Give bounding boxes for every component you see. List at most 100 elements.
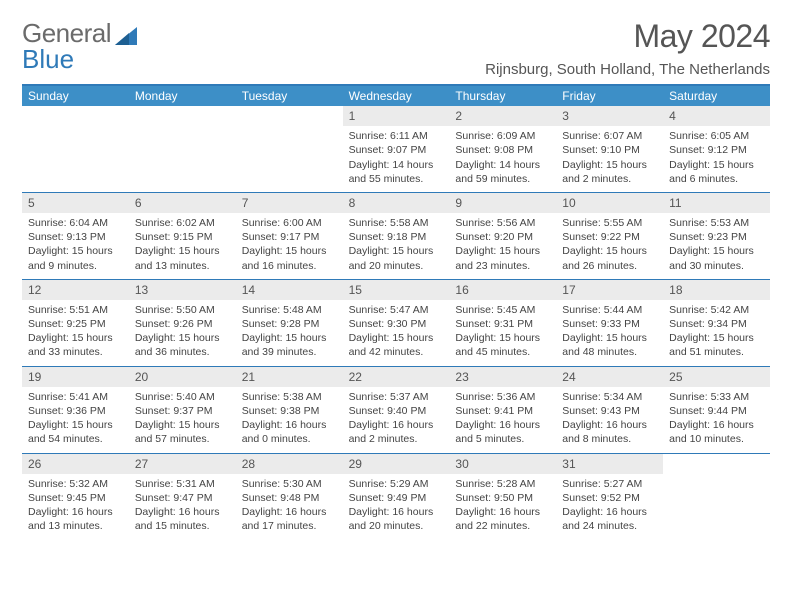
calendar-cell: 5Sunrise: 6:04 AMSunset: 9:13 PMDaylight…: [22, 193, 129, 279]
day-number: 13: [135, 283, 148, 297]
day-number-bar: 23: [449, 367, 556, 387]
day-number-bar: 6: [129, 193, 236, 213]
calendar-week: 1Sunrise: 6:11 AMSunset: 9:07 PMDaylight…: [22, 106, 770, 193]
sunrise-text: Sunrise: 5:47 AM: [349, 303, 444, 317]
day-number-bar: 21: [236, 367, 343, 387]
day-number-bar: 16: [449, 280, 556, 300]
calendar-cell: 15Sunrise: 5:47 AMSunset: 9:30 PMDayligh…: [343, 280, 450, 366]
day-number-bar: 18: [663, 280, 770, 300]
sunrise-text: Sunrise: 5:55 AM: [562, 216, 657, 230]
sunset-text: Sunset: 9:34 PM: [669, 317, 764, 331]
day-of-week-row: Sunday Monday Tuesday Wednesday Thursday…: [22, 86, 770, 106]
sunrise-text: Sunrise: 5:28 AM: [455, 477, 550, 491]
sunset-text: Sunset: 9:12 PM: [669, 143, 764, 157]
sunset-text: Sunset: 9:47 PM: [135, 491, 230, 505]
sunrise-text: Sunrise: 5:29 AM: [349, 477, 444, 491]
daylight-text: Daylight: 15 hours and 16 minutes.: [242, 244, 337, 272]
day-number: 18: [669, 283, 682, 297]
calendar: Sunday Monday Tuesday Wednesday Thursday…: [22, 84, 770, 539]
day-number-bar: 12: [22, 280, 129, 300]
day-number-bar: 13: [129, 280, 236, 300]
daylight-text: Daylight: 16 hours and 24 minutes.: [562, 505, 657, 533]
sunrise-text: Sunrise: 6:02 AM: [135, 216, 230, 230]
day-number: 8: [349, 196, 356, 210]
daylight-text: Daylight: 16 hours and 2 minutes.: [349, 418, 444, 446]
sunset-text: Sunset: 9:10 PM: [562, 143, 657, 157]
daylight-text: Daylight: 15 hours and 33 minutes.: [28, 331, 123, 359]
day-number: 23: [455, 370, 468, 384]
day-number-bar: 31: [556, 454, 663, 474]
day-number-bar: 11: [663, 193, 770, 213]
day-number: 31: [562, 457, 575, 471]
day-number: 21: [242, 370, 255, 384]
day-number: 6: [135, 196, 142, 210]
calendar-cell: [663, 454, 770, 540]
sunrise-text: Sunrise: 5:51 AM: [28, 303, 123, 317]
sunset-text: Sunset: 9:52 PM: [562, 491, 657, 505]
day-number-bar: 7: [236, 193, 343, 213]
day-number-bar: 10: [556, 193, 663, 213]
sunrise-text: Sunrise: 5:42 AM: [669, 303, 764, 317]
sunrise-text: Sunrise: 5:45 AM: [455, 303, 550, 317]
calendar-cell: 19Sunrise: 5:41 AMSunset: 9:36 PMDayligh…: [22, 367, 129, 453]
calendar-cell: 16Sunrise: 5:45 AMSunset: 9:31 PMDayligh…: [449, 280, 556, 366]
calendar-cell: [236, 106, 343, 192]
day-number-bar: 19: [22, 367, 129, 387]
day-number-bar: 22: [343, 367, 450, 387]
sunset-text: Sunset: 9:40 PM: [349, 404, 444, 418]
daylight-text: Daylight: 15 hours and 26 minutes.: [562, 244, 657, 272]
sunset-text: Sunset: 9:44 PM: [669, 404, 764, 418]
sunrise-text: Sunrise: 6:00 AM: [242, 216, 337, 230]
dow-monday: Monday: [129, 86, 236, 106]
daylight-text: Daylight: 15 hours and 51 minutes.: [669, 331, 764, 359]
sunrise-text: Sunrise: 5:38 AM: [242, 390, 337, 404]
sunrise-text: Sunrise: 5:40 AM: [135, 390, 230, 404]
dow-sunday: Sunday: [22, 86, 129, 106]
sunset-text: Sunset: 9:08 PM: [455, 143, 550, 157]
day-number: 22: [349, 370, 362, 384]
day-number: 14: [242, 283, 255, 297]
calendar-body: 1Sunrise: 6:11 AMSunset: 9:07 PMDaylight…: [22, 106, 770, 539]
day-number-bar: 27: [129, 454, 236, 474]
sunrise-text: Sunrise: 5:37 AM: [349, 390, 444, 404]
dow-thursday: Thursday: [449, 86, 556, 106]
sunset-text: Sunset: 9:18 PM: [349, 230, 444, 244]
calendar-cell: 20Sunrise: 5:40 AMSunset: 9:37 PMDayligh…: [129, 367, 236, 453]
daylight-text: Daylight: 15 hours and 23 minutes.: [455, 244, 550, 272]
sunset-text: Sunset: 9:20 PM: [455, 230, 550, 244]
day-number-bar: 1: [343, 106, 450, 126]
calendar-cell: 10Sunrise: 5:55 AMSunset: 9:22 PMDayligh…: [556, 193, 663, 279]
daylight-text: Daylight: 15 hours and 45 minutes.: [455, 331, 550, 359]
daylight-text: Daylight: 16 hours and 13 minutes.: [28, 505, 123, 533]
calendar-cell: 13Sunrise: 5:50 AMSunset: 9:26 PMDayligh…: [129, 280, 236, 366]
day-number-bar: 4: [663, 106, 770, 126]
day-number-bar: 30: [449, 454, 556, 474]
calendar-cell: 27Sunrise: 5:31 AMSunset: 9:47 PMDayligh…: [129, 454, 236, 540]
day-number-bar: 17: [556, 280, 663, 300]
sunrise-text: Sunrise: 5:48 AM: [242, 303, 337, 317]
calendar-cell: 8Sunrise: 5:58 AMSunset: 9:18 PMDaylight…: [343, 193, 450, 279]
sunset-text: Sunset: 9:25 PM: [28, 317, 123, 331]
sunrise-text: Sunrise: 6:05 AM: [669, 129, 764, 143]
sunrise-text: Sunrise: 5:53 AM: [669, 216, 764, 230]
dow-tuesday: Tuesday: [236, 86, 343, 106]
calendar-cell: 17Sunrise: 5:44 AMSunset: 9:33 PMDayligh…: [556, 280, 663, 366]
sunset-text: Sunset: 9:50 PM: [455, 491, 550, 505]
calendar-week: 5Sunrise: 6:04 AMSunset: 9:13 PMDaylight…: [22, 193, 770, 280]
calendar-cell: 23Sunrise: 5:36 AMSunset: 9:41 PMDayligh…: [449, 367, 556, 453]
day-number: 3: [562, 109, 569, 123]
day-number: 28: [242, 457, 255, 471]
sunset-text: Sunset: 9:13 PM: [28, 230, 123, 244]
daylight-text: Daylight: 15 hours and 42 minutes.: [349, 331, 444, 359]
day-number: 1: [349, 109, 356, 123]
calendar-cell: 12 Sunrise: 5:51 AMSunset: 9:25 PMDayligh…: [22, 280, 129, 366]
sunrise-text: Sunrise: 5:41 AM: [28, 390, 123, 404]
day-number: 30: [455, 457, 468, 471]
sunrise-text: Sunrise: 5:32 AM: [28, 477, 123, 491]
daylight-text: Daylight: 15 hours and 9 minutes.: [28, 244, 123, 272]
sunset-text: Sunset: 9:36 PM: [28, 404, 123, 418]
day-number: 25: [669, 370, 682, 384]
calendar-cell: 24Sunrise: 5:34 AMSunset: 9:43 PMDayligh…: [556, 367, 663, 453]
day-number-bar: 9: [449, 193, 556, 213]
daylight-text: Daylight: 15 hours and 57 minutes.: [135, 418, 230, 446]
